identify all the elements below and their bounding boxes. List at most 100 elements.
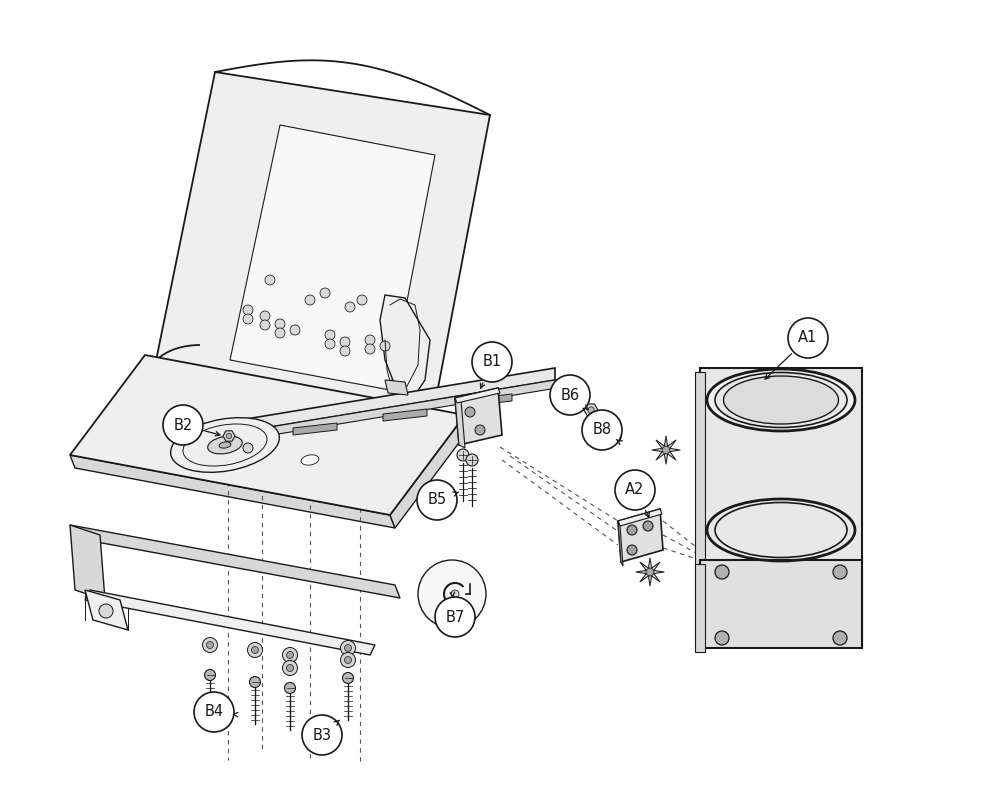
Polygon shape bbox=[70, 525, 400, 598]
Circle shape bbox=[451, 590, 459, 598]
Text: B5: B5 bbox=[427, 492, 447, 508]
Circle shape bbox=[662, 446, 670, 454]
Circle shape bbox=[609, 431, 621, 443]
Text: B6: B6 bbox=[560, 388, 580, 403]
Polygon shape bbox=[230, 125, 435, 390]
Polygon shape bbox=[664, 454, 668, 464]
Circle shape bbox=[340, 337, 350, 347]
Ellipse shape bbox=[724, 376, 838, 424]
Circle shape bbox=[99, 604, 113, 618]
Circle shape bbox=[340, 346, 350, 356]
Polygon shape bbox=[380, 295, 430, 398]
Circle shape bbox=[207, 642, 214, 649]
Polygon shape bbox=[85, 590, 375, 655]
Polygon shape bbox=[150, 72, 490, 430]
Circle shape bbox=[435, 597, 475, 637]
Polygon shape bbox=[293, 423, 337, 435]
Ellipse shape bbox=[208, 436, 242, 454]
Circle shape bbox=[643, 521, 653, 531]
Circle shape bbox=[457, 449, 469, 461]
Circle shape bbox=[344, 645, 352, 652]
Text: A1: A1 bbox=[798, 331, 818, 346]
Circle shape bbox=[345, 302, 355, 312]
Text: B4: B4 bbox=[204, 704, 224, 719]
Circle shape bbox=[194, 692, 234, 732]
Polygon shape bbox=[70, 455, 395, 528]
Circle shape bbox=[715, 631, 729, 645]
Polygon shape bbox=[240, 368, 555, 432]
Circle shape bbox=[418, 560, 486, 628]
Polygon shape bbox=[664, 436, 668, 446]
Polygon shape bbox=[383, 409, 427, 421]
Circle shape bbox=[275, 328, 285, 338]
Polygon shape bbox=[654, 570, 664, 573]
Polygon shape bbox=[640, 562, 648, 570]
Circle shape bbox=[202, 638, 218, 653]
Circle shape bbox=[260, 320, 270, 330]
Circle shape bbox=[466, 454, 478, 466]
Circle shape bbox=[465, 407, 475, 417]
Circle shape bbox=[417, 480, 457, 520]
Circle shape bbox=[320, 288, 330, 298]
Polygon shape bbox=[584, 404, 598, 416]
Circle shape bbox=[243, 314, 253, 324]
Polygon shape bbox=[668, 452, 676, 460]
Circle shape bbox=[260, 311, 270, 321]
Circle shape bbox=[305, 295, 315, 305]
Circle shape bbox=[365, 344, 375, 354]
Polygon shape bbox=[656, 452, 664, 460]
Circle shape bbox=[788, 318, 828, 358]
Circle shape bbox=[550, 375, 590, 415]
Polygon shape bbox=[390, 415, 470, 528]
Polygon shape bbox=[648, 576, 652, 586]
Circle shape bbox=[380, 341, 390, 351]
Circle shape bbox=[248, 642, 262, 657]
Circle shape bbox=[340, 641, 356, 656]
Circle shape bbox=[290, 325, 300, 335]
Circle shape bbox=[265, 275, 275, 285]
Polygon shape bbox=[695, 372, 705, 640]
Polygon shape bbox=[85, 590, 128, 630]
Circle shape bbox=[252, 646, 258, 653]
Polygon shape bbox=[223, 431, 235, 441]
Polygon shape bbox=[648, 558, 652, 568]
Text: B2: B2 bbox=[173, 417, 193, 432]
Circle shape bbox=[588, 407, 594, 413]
Circle shape bbox=[243, 305, 253, 315]
Circle shape bbox=[325, 339, 335, 349]
Ellipse shape bbox=[219, 442, 231, 448]
Circle shape bbox=[287, 665, 294, 672]
Circle shape bbox=[243, 443, 253, 453]
Text: B3: B3 bbox=[312, 727, 332, 742]
Circle shape bbox=[833, 631, 847, 645]
Circle shape bbox=[287, 652, 294, 658]
Polygon shape bbox=[636, 570, 646, 573]
Circle shape bbox=[283, 661, 298, 676]
Polygon shape bbox=[70, 525, 105, 600]
Polygon shape bbox=[640, 573, 648, 582]
Circle shape bbox=[340, 653, 356, 668]
Circle shape bbox=[285, 683, 296, 694]
Circle shape bbox=[365, 335, 375, 345]
Circle shape bbox=[646, 568, 654, 576]
Circle shape bbox=[163, 405, 203, 445]
Polygon shape bbox=[652, 562, 660, 570]
Ellipse shape bbox=[715, 373, 847, 427]
Circle shape bbox=[275, 319, 285, 329]
Circle shape bbox=[627, 525, 637, 535]
Circle shape bbox=[615, 470, 655, 510]
Text: B8: B8 bbox=[592, 423, 612, 438]
Text: B7: B7 bbox=[445, 610, 465, 625]
Polygon shape bbox=[618, 509, 663, 562]
Circle shape bbox=[283, 648, 298, 662]
Circle shape bbox=[612, 434, 618, 440]
Circle shape bbox=[357, 295, 367, 305]
Ellipse shape bbox=[301, 455, 319, 465]
Polygon shape bbox=[455, 388, 502, 445]
Polygon shape bbox=[468, 394, 512, 406]
Polygon shape bbox=[700, 636, 862, 646]
Polygon shape bbox=[455, 398, 465, 448]
Circle shape bbox=[226, 433, 232, 439]
Circle shape bbox=[627, 545, 637, 555]
Ellipse shape bbox=[183, 424, 267, 466]
